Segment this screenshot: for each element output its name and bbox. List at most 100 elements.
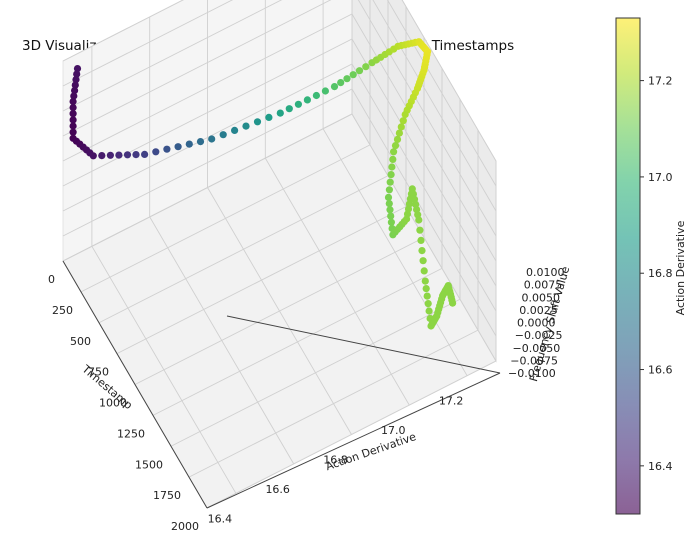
colorbar-tick-label: 17.0 <box>648 171 673 184</box>
x-tick-label: 750 <box>88 366 109 379</box>
data-point <box>384 193 393 201</box>
data-point <box>418 247 426 255</box>
z-tick-label: 0.0050 <box>522 291 561 304</box>
colorbar-label: Action Derivative <box>674 220 687 315</box>
data-point <box>397 123 405 131</box>
data-point <box>343 75 351 83</box>
x-tick-label: 500 <box>70 335 91 348</box>
data-point <box>132 151 140 159</box>
grid-line-z <box>62 38 497 287</box>
data-point <box>355 67 364 75</box>
x-axis-line <box>62 260 208 509</box>
data-point <box>69 116 77 124</box>
data-point <box>362 63 370 71</box>
data-point <box>69 104 77 112</box>
z-axis-line <box>226 315 501 374</box>
data-point <box>152 148 160 156</box>
z-tick-label: −0.0050 <box>513 342 561 355</box>
data-point <box>385 200 393 208</box>
data-point <box>420 267 428 275</box>
data-point <box>393 135 402 143</box>
grid-line-z <box>62 13 497 262</box>
data-point <box>174 143 182 151</box>
data-point <box>399 117 407 125</box>
x-tick-label: 1500 <box>135 458 163 471</box>
x-tick-label: 0 <box>48 273 55 286</box>
data-point <box>285 105 293 113</box>
data-point <box>71 81 79 89</box>
data-point <box>423 292 431 300</box>
data-point <box>265 113 273 121</box>
data-point <box>115 151 123 159</box>
x-tick-label: 1750 <box>153 489 181 502</box>
data-point <box>73 70 81 78</box>
data-point <box>231 126 239 134</box>
data-point <box>387 212 395 220</box>
data-point <box>72 76 80 84</box>
y-tick-label: 16.6 <box>265 483 290 496</box>
tick-labels: 0 250 500 750 1000 1250 1500 1750 2000 16.4 16.6 16… <box>48 266 565 533</box>
data-point <box>330 83 339 91</box>
data-point <box>208 135 216 143</box>
colorbar-tick-label: 16.6 <box>648 364 673 377</box>
data-point <box>401 110 409 119</box>
data-point <box>422 285 430 293</box>
data-point <box>425 307 433 315</box>
data-point <box>387 218 395 226</box>
data-point <box>417 236 425 244</box>
colorbar-tick-label: 16.4 <box>648 460 673 473</box>
data-point <box>141 150 149 158</box>
colorbar-tick-label: 16.8 <box>648 267 673 280</box>
grid-line-z <box>62 0 497 212</box>
data-point <box>73 65 82 73</box>
data-point <box>69 110 77 118</box>
data-point <box>196 138 205 146</box>
z-tick-label: 0.0100 <box>526 266 565 279</box>
data-point <box>419 257 427 265</box>
data-point <box>312 91 320 100</box>
data-point <box>388 163 396 171</box>
grid-line-z <box>62 88 497 337</box>
colorbar: 16.4 16.6 16.8 17.0 17.2 <box>615 17 673 515</box>
x-tick-label: 1250 <box>117 427 145 440</box>
data-point <box>70 92 78 100</box>
z-tick-label: −0.0025 <box>515 329 563 342</box>
data-point <box>416 226 424 234</box>
y-tick-label: 16.4 <box>208 512 233 525</box>
grid-line-z <box>62 0 497 187</box>
z-tick-label: −0.0075 <box>510 354 558 367</box>
data-point <box>321 87 329 95</box>
grid-line-z <box>62 0 497 237</box>
data-point <box>303 96 311 104</box>
data-point <box>98 152 106 160</box>
data-point <box>449 299 457 307</box>
data-point <box>69 128 77 136</box>
y-tick-label: 16.8 <box>323 454 348 467</box>
data-point <box>385 186 393 194</box>
y-tick-label: 17.2 <box>439 395 464 408</box>
data-point <box>69 97 77 106</box>
data-point <box>242 122 250 130</box>
data-point <box>387 171 395 179</box>
grid-line-z <box>62 113 497 362</box>
data-point <box>389 155 397 163</box>
data-point <box>386 206 394 214</box>
data-point <box>386 178 394 186</box>
data-point <box>123 151 132 159</box>
data-point <box>71 86 79 95</box>
data-point <box>391 142 400 150</box>
data-point <box>415 216 423 224</box>
x-tick-label: 250 <box>52 304 73 317</box>
data-point <box>106 151 114 159</box>
data-point <box>294 100 302 108</box>
data-point <box>395 129 403 137</box>
x-tick-label: 2000 <box>171 520 199 533</box>
z-tick-label: 0.0075 <box>524 279 563 292</box>
data-point <box>421 277 429 285</box>
data-point <box>349 71 357 79</box>
z-tick-label: 0.0000 <box>517 317 556 330</box>
data-point <box>424 300 432 308</box>
grid-line-z <box>62 0 497 162</box>
